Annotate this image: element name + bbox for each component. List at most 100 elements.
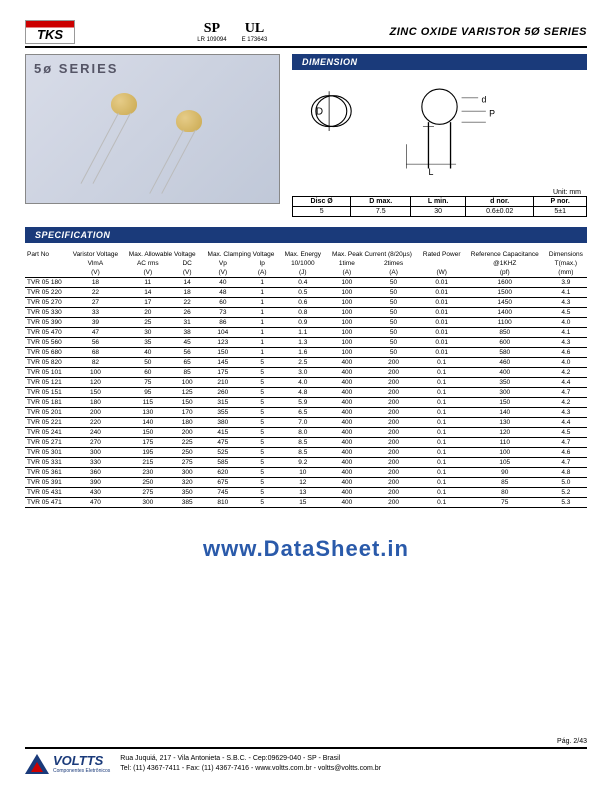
spec-cell: 400 [325,498,368,508]
spec-cell: TVR 05 820 [25,358,68,368]
spec-cell: 0.1 [419,438,465,448]
spec-cell: 200 [368,428,418,438]
spec-cell: 1 [244,308,280,318]
spec-cell: 27 [68,298,123,308]
spec-cell: 4.3 [545,338,587,348]
spec-cell: 3.9 [545,278,587,288]
spec-cell: 5.3 [545,498,587,508]
spec-cell: 50 [368,328,418,338]
spec-cell: TVR 05 270 [25,298,68,308]
spec-cell: 7.0 [280,418,325,428]
spec-cell: 195 [123,448,173,458]
spec-cell: TVR 05 390 [25,318,68,328]
spec-cell: 100 [325,328,368,338]
spec-cell: 1500 [465,288,545,298]
table-row: TVR 05 1801811144010.4100500.0116003.9 [25,278,587,288]
spec-cell: 110 [465,438,545,448]
spec-cell: 100 [325,278,368,288]
spec-cell: 850 [465,328,545,338]
spec-unit-header [25,268,68,278]
spec-cell: 5 [244,428,280,438]
footer-divider [25,747,587,749]
spec-cell: 5 [244,478,280,488]
table-row: TVR 05 33133021527558559.24002000.11054.… [25,458,587,468]
spec-cell: 400 [325,408,368,418]
spec-cell: 300 [123,498,173,508]
spec-group-header: Max. Energy [280,247,325,259]
spec-cell: 1 [244,278,280,288]
spec-cell: 4.0 [280,378,325,388]
spec-cell: 5 [244,388,280,398]
spec-cell: 50 [368,278,418,288]
spec-cell: 4.2 [545,368,587,378]
spec-cell: 0.9 [280,318,325,328]
spec-unit-header: (V) [68,268,123,278]
spec-cell: 810 [202,498,244,508]
spec-cell: 200 [68,408,123,418]
spec-cell: 215 [123,458,173,468]
table-row: TVR 05 56056354512311.3100500.016004.3 [25,338,587,348]
spec-cell: TVR 05 560 [25,338,68,348]
spec-cell: TVR 05 680 [25,348,68,358]
spec-cell: 5 [244,368,280,378]
spec-cell: TVR 05 331 [25,458,68,468]
spec-cell: 4.7 [545,388,587,398]
spec-unit-header: (V) [123,268,173,278]
spec-cell: 0.4 [280,278,325,288]
spec-cell: 25 [123,318,173,328]
spec-cell: 2.5 [280,358,325,368]
dimension-heading: DIMENSION [292,54,587,70]
spec-cell: 1 [244,298,280,308]
triangle-icon [25,754,49,774]
spec-cell: 39 [68,318,123,328]
spec-group-header: Part No [25,247,68,259]
spec-cell: 0.1 [419,498,465,508]
spec-cell: 430 [68,488,123,498]
dim-cell: 5 [293,207,351,217]
dim-col: L min. [411,197,466,207]
spec-cell: 150 [173,398,202,408]
spec-cell: 140 [123,418,173,428]
spec-cell: 1.6 [280,348,325,358]
spec-cell: 5 [244,498,280,508]
spec-cell: 73 [202,308,244,318]
spec-cell: 85 [465,478,545,488]
spec-cell: 220 [68,418,123,428]
spec-cell: 0.6 [280,298,325,308]
series-label: 5ø SERIES [34,61,118,76]
spec-cell: 100 [325,298,368,308]
spec-cell: 200 [368,498,418,508]
spec-cell: 4.5 [545,428,587,438]
spec-cell: 0.1 [419,358,465,368]
spec-cell: 400 [325,458,368,468]
spec-unit-header: (mm) [545,268,587,278]
spec-cell: 275 [123,488,173,498]
spec-cell: 104 [202,328,244,338]
table-row: TVR 05 20120013017035556.54002000.11404.… [25,408,587,418]
spec-cell: 200 [368,478,418,488]
table-row: TVR 05 1511509512526054.84002000.13004.7 [25,388,587,398]
table-row: TVR 05 3613602303006205104002000.1904.8 [25,468,587,478]
spec-cell: 400 [325,438,368,448]
spec-unit-header: (A) [244,268,280,278]
spec-cell: 470 [68,498,123,508]
spec-cell: 60 [123,368,173,378]
spec-cell: 33 [68,308,123,318]
spec-cell: 4.6 [545,348,587,358]
spec-cell: 5.9 [280,398,325,408]
spec-cell: 460 [465,358,545,368]
spec-sub-header: VlmA [68,259,123,268]
spec-cell: 11 [123,278,173,288]
spec-cell: 150 [123,428,173,438]
spec-cell: 22 [68,288,123,298]
spec-cell: 385 [173,498,202,508]
spec-cell: 4.8 [280,388,325,398]
spec-unit-header: (V) [173,268,202,278]
spec-cell: 180 [173,418,202,428]
spec-cell: 100 [325,338,368,348]
specification-table: Part NoVaristor VoltageMax. Allowable Vo… [25,247,587,508]
watermark-url: www.DataSheet.in [25,536,587,562]
spec-sub-header: 1time [325,259,368,268]
spec-cell: 0.01 [419,298,465,308]
dim-cell: 0.6±0.02 [466,207,534,217]
